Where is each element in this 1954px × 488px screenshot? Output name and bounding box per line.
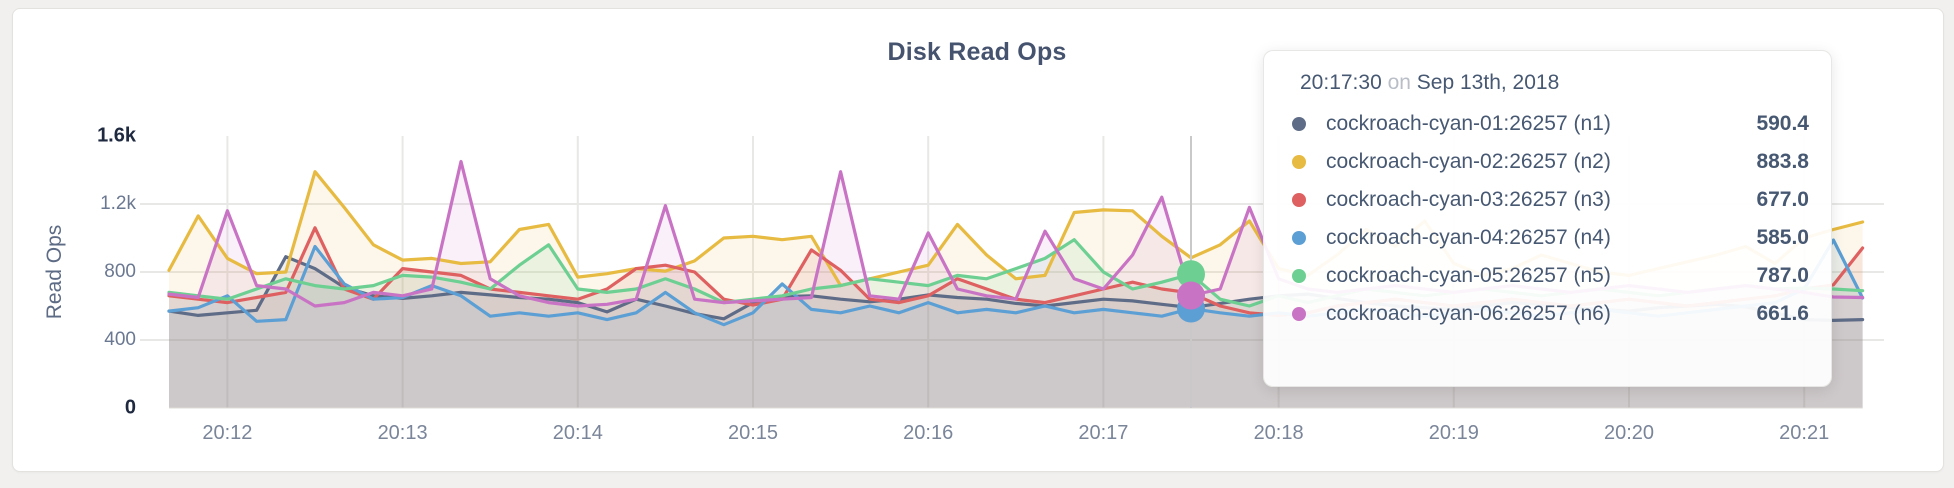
tooltip-series-value: 787.0: [1756, 264, 1809, 287]
tooltip-row: cockroach-cyan-06:26257 (n6) 661.6: [1286, 295, 1809, 333]
x-tick-label: 20:20: [1603, 422, 1655, 444]
x-tick-label: 20:14: [552, 422, 603, 444]
tooltip-row: cockroach-cyan-01:26257 (n1) 590.4: [1286, 105, 1809, 143]
tooltip-series-value: 590.4: [1756, 112, 1809, 135]
tooltip-conjunction: on: [1387, 71, 1411, 94]
tooltip-row: cockroach-cyan-05:26257 (n5) 787.0: [1286, 257, 1809, 295]
chart-title: Disk Read Ops: [887, 38, 1067, 66]
x-tick-label: 20:17: [1078, 422, 1129, 444]
tooltip-series-name: cockroach-cyan-06:26257 (n6): [1326, 302, 1611, 325]
y-tick-label: 1.2k: [100, 193, 136, 214]
x-tick-label: 20:18: [1253, 422, 1304, 444]
x-tick-label: 20:21: [1779, 422, 1830, 444]
tooltip-date: Sep 13th, 2018: [1416, 71, 1560, 94]
tooltip-row: cockroach-cyan-02:26257 (n2) 883.8: [1286, 143, 1809, 181]
hover-dot-n6: [1177, 281, 1205, 310]
series-color-dot-icon: [1292, 117, 1306, 131]
series-color-dot-icon: [1292, 193, 1306, 207]
tooltip-title: 20:17:30 on Sep 13th, 2018: [1300, 71, 1809, 95]
tooltip-series-name: cockroach-cyan-02:26257 (n2): [1326, 150, 1611, 173]
x-tick-label: 20:12: [202, 422, 253, 444]
y-tick-label: 800: [104, 261, 136, 282]
y-tick-label: 1.6k: [97, 124, 136, 147]
series-color-dot-icon: [1292, 155, 1306, 169]
tooltip-time: 20:17:30: [1300, 71, 1382, 94]
y-tick-label: 400: [104, 329, 136, 350]
tooltip-series-value: 585.0: [1756, 226, 1809, 249]
tooltip-row: cockroach-cyan-03:26257 (n3) 677.0: [1286, 181, 1809, 219]
x-tick-label: 20:13: [377, 422, 428, 444]
tooltip-series-name: cockroach-cyan-01:26257 (n1): [1326, 112, 1611, 135]
series-color-dot-icon: [1292, 269, 1306, 283]
series-color-dot-icon: [1292, 231, 1306, 245]
tooltip-series-value: 677.0: [1756, 188, 1809, 211]
series-color-dot-icon: [1292, 307, 1306, 321]
hover-dot-n5: [1177, 260, 1205, 289]
tooltip-series-value: 661.6: [1756, 302, 1809, 325]
x-tick-label: 20:19: [1428, 422, 1479, 444]
tooltip-row: cockroach-cyan-04:26257 (n4) 585.0: [1286, 219, 1809, 257]
tooltip-series-name: cockroach-cyan-03:26257 (n3): [1326, 188, 1611, 211]
hover-tooltip: 20:17:30 on Sep 13th, 2018 cockroach-cya…: [1263, 50, 1832, 387]
tooltip-series-name: cockroach-cyan-04:26257 (n4): [1326, 226, 1611, 249]
x-tick-label: 20:16: [903, 422, 954, 444]
tooltip-series-name: cockroach-cyan-05:26257 (n5): [1326, 264, 1611, 287]
y-tick-label: 0: [124, 396, 136, 419]
tooltip-series-value: 883.8: [1756, 150, 1809, 173]
x-tick-label: 20:15: [727, 422, 779, 444]
